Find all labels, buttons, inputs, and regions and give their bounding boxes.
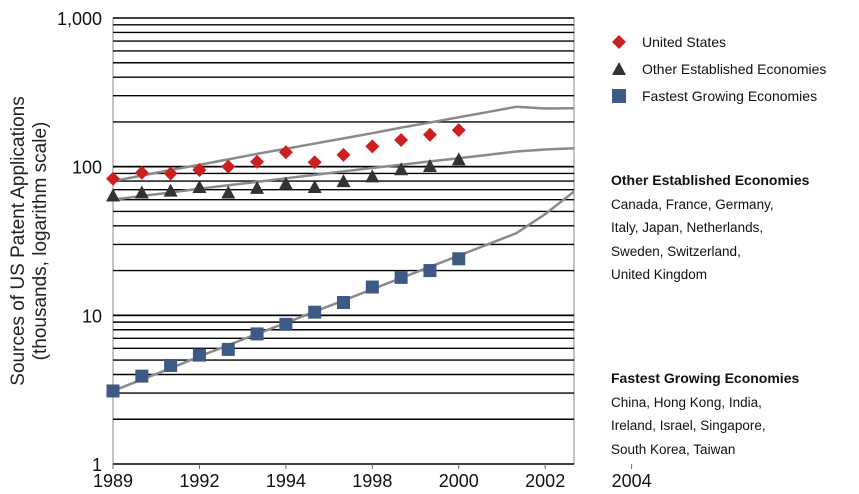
data-point-diamond (422, 127, 437, 142)
triangle-marker-icon (612, 61, 626, 75)
group-line: United Kingdom (611, 267, 708, 282)
plot-area (112, 17, 575, 465)
data-point-triangle (106, 188, 120, 202)
group-line: Sweden, Switzerland, (611, 243, 741, 259)
data-point-triangle (163, 183, 178, 197)
data-point-diamond (336, 147, 351, 162)
data-point-triangle (451, 152, 466, 166)
x-tick-label: 1989 (93, 471, 133, 491)
data-point-triangle (307, 179, 322, 193)
data-point-triangle (422, 159, 437, 173)
y-tick-label: 1,000 (57, 9, 102, 29)
legend-label: Fastest Growing Economies (642, 87, 818, 104)
y-tick-label: 1 (92, 455, 102, 475)
data-point-diamond (307, 155, 322, 170)
data-point-diamond (163, 166, 178, 181)
x-tick-label: 2004 (612, 471, 652, 491)
group-line: Canada, France, Germany, (611, 196, 774, 212)
data-point-diamond (221, 159, 236, 174)
data-point-triangle (394, 162, 409, 176)
data-point-diamond (394, 133, 409, 148)
legend-item-united-states: United States (608, 28, 826, 55)
data-point-diamond (250, 154, 265, 169)
group-title: Other Established Economies (611, 172, 810, 188)
group-line: Ireland, Israel, Singapore, (611, 418, 766, 433)
data-point-square (337, 295, 350, 309)
data-point-square (279, 317, 293, 331)
trend-line (112, 147, 575, 201)
square-marker-icon (612, 88, 626, 103)
data-point-triangle (278, 176, 293, 190)
group-title: Fastest Growing Economies (611, 370, 800, 386)
group-line: South Korea, Taiwan (611, 441, 736, 457)
data-point-diamond (134, 165, 149, 180)
legend-label: United States (642, 33, 727, 50)
data-point-diamond (278, 145, 293, 160)
y-tick-label: 10 (82, 306, 102, 326)
data-point-square (365, 280, 379, 294)
group-description-other-established: Other Established Economies Canada, Fran… (611, 169, 851, 287)
group-line: Italy, Japan, Netherlands, (611, 220, 764, 235)
data-point-square (135, 369, 149, 383)
data-point-diamond (106, 171, 120, 186)
data-point-triangle (336, 174, 351, 188)
group-description-fastest-growing: Fastest Growing Economies China, Hong Ko… (611, 367, 851, 461)
diamond-marker-icon (612, 34, 626, 49)
data-point-diamond (365, 139, 380, 154)
trend-line (112, 105, 575, 183)
data-point-square (221, 342, 235, 356)
data-point-triangle (192, 179, 207, 193)
data-point-square (192, 348, 206, 362)
data-point-triangle (134, 185, 149, 199)
x-tick-label: 2000 (439, 471, 479, 491)
x-tick-label: 1998 (352, 471, 392, 491)
y-axis-label: Sources of US Patent Applications (8, 96, 29, 385)
x-tick-label: 1992 (179, 471, 219, 491)
data-point-square (250, 327, 264, 341)
data-point-square (394, 270, 408, 284)
x-tick-label: 1994 (266, 471, 306, 491)
data-point-triangle (250, 180, 265, 194)
y-tick-label: 100 (72, 158, 102, 178)
data-point-diamond (192, 162, 207, 177)
data-point-square (452, 252, 466, 266)
data-point-triangle (221, 185, 236, 199)
data-point-diamond (451, 123, 466, 138)
data-point-square (308, 305, 322, 319)
data-point-square (106, 384, 120, 398)
data-point-triangle (365, 169, 380, 183)
legend: United States Other Established Economie… (608, 28, 826, 109)
data-point-square (164, 358, 178, 372)
legend-item-other-established: Other Established Economies (608, 55, 826, 82)
data-point-square (423, 264, 437, 278)
legend-label: Other Established Economies (642, 60, 827, 77)
legend-item-fastest-growing: Fastest Growing Economies (608, 82, 826, 109)
x-tick-label: 2002 (525, 471, 565, 491)
y-axis-sublabel: (thousands, logarithm scale) (30, 122, 51, 361)
group-line: China, Hong Kong, India, (611, 394, 762, 410)
